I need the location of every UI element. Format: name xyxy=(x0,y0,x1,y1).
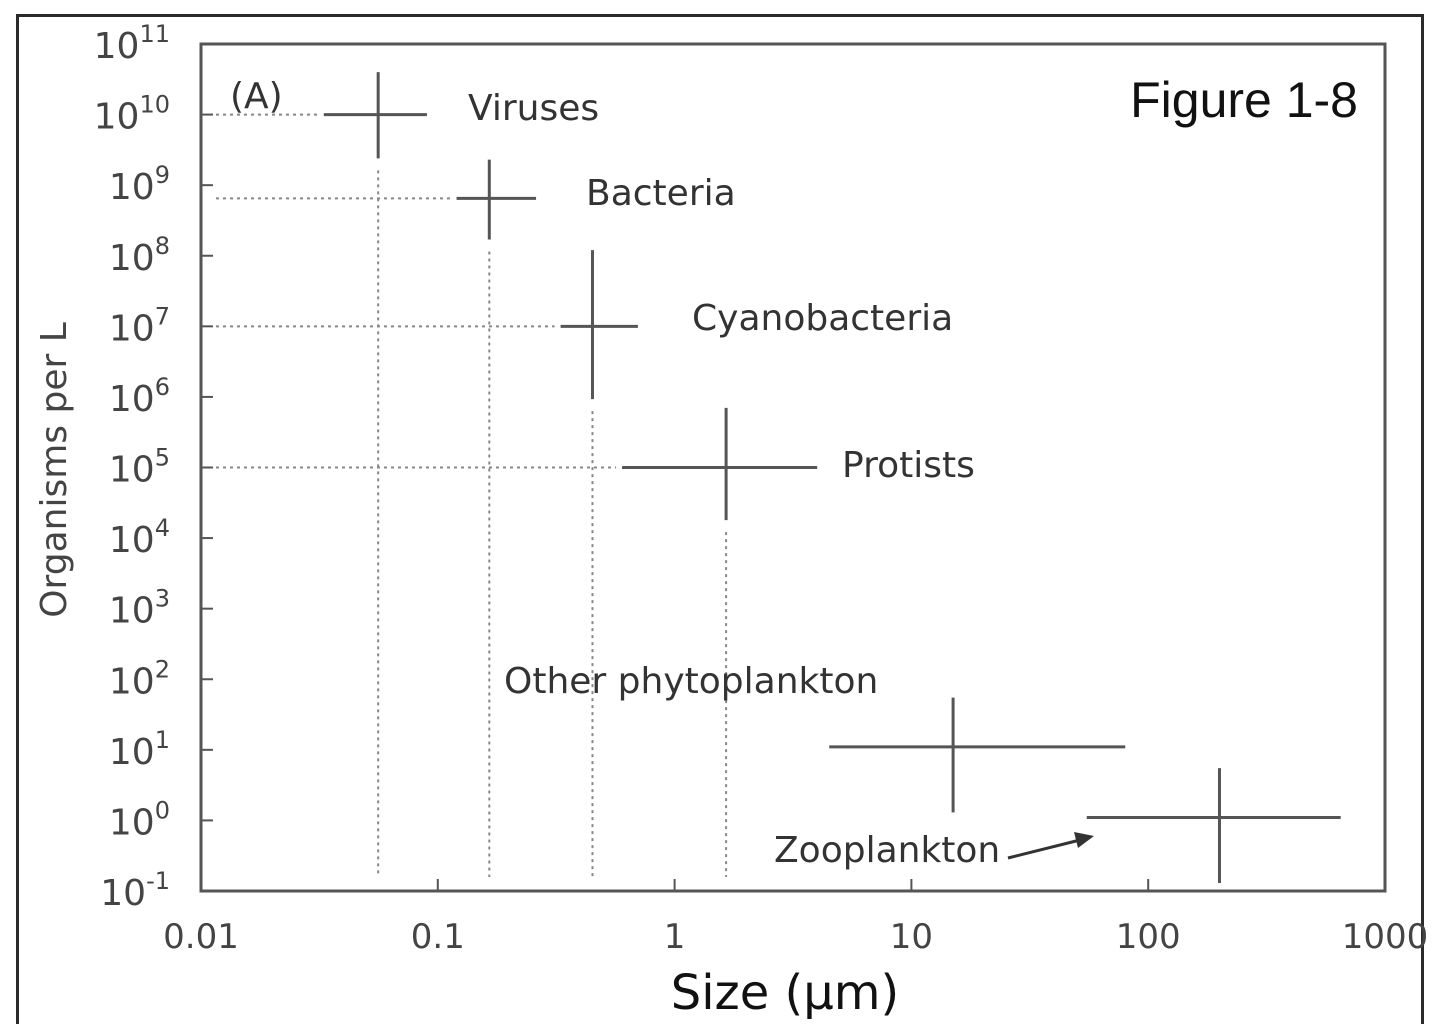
y-tick-label: 1011 xyxy=(94,20,170,67)
x-axis-title: Size (μm) xyxy=(671,965,900,1021)
y-tick-label: 109 xyxy=(109,161,170,208)
point-label: Protists xyxy=(842,445,975,486)
y-axis: 10-1 100 101 102 103 104 105 106 107 108 109 1010 10… xyxy=(94,20,213,914)
point-label: Cyanobacteria xyxy=(692,298,953,339)
figure-frame xyxy=(16,14,1424,1024)
data-marks xyxy=(323,72,1341,883)
y-tick-label: 10-1 xyxy=(100,867,170,914)
y-tick-label: 101 xyxy=(109,726,170,773)
panel-label: (A) xyxy=(230,76,283,117)
guide-lines xyxy=(216,113,728,877)
point-label: Other phytoplankton xyxy=(504,661,878,702)
y-tick-label: 108 xyxy=(109,232,170,279)
x-tick-label: 0.1 xyxy=(411,917,465,957)
zooplankton-arrowhead xyxy=(1074,832,1094,848)
point-label: Zooplankton xyxy=(774,830,1000,871)
y-tick-label: 1010 xyxy=(94,91,170,138)
zooplankton-arrow xyxy=(1007,838,1081,860)
y-tick-label: 105 xyxy=(109,444,170,491)
y-tick-label: 107 xyxy=(109,302,170,349)
point-labels: Viruses Bacteria Cyanobacteria Protists Othe… xyxy=(468,88,1000,871)
y-tick-label: 100 xyxy=(109,796,170,843)
point-label: Viruses xyxy=(468,88,599,129)
y-tick-label: 103 xyxy=(109,585,170,632)
point-label: Bacteria xyxy=(586,173,736,214)
figure-label: Figure 1-8 xyxy=(1130,72,1358,128)
x-axis: 0.01 0.1 1 10 100 1000 xyxy=(163,879,1428,957)
x-tick-label: 1000 xyxy=(1342,917,1429,957)
y-axis-title: Organisms per L xyxy=(34,322,75,618)
x-tick-label: 10 xyxy=(890,917,933,957)
x-tick-label: 100 xyxy=(1116,917,1181,957)
y-tick-label: 106 xyxy=(109,373,170,420)
y-tick-label: 102 xyxy=(109,655,170,702)
y-tick-label: 104 xyxy=(109,514,170,561)
x-tick-label: 0.01 xyxy=(163,917,239,957)
x-tick-label: 1 xyxy=(664,917,686,957)
